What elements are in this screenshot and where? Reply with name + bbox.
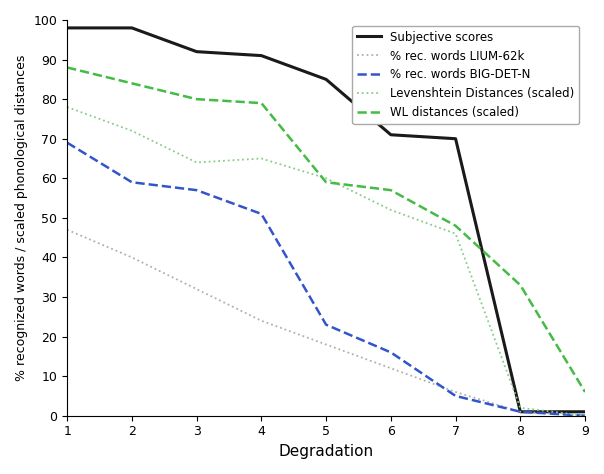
WL distances (scaled) — [128, 81, 135, 86]
WL distances (scaled) — [258, 100, 265, 106]
Subjective scores — [193, 49, 201, 55]
Levenshtein Distances (scaled) — [323, 175, 330, 181]
Line: WL distances (scaled): WL distances (scaled) — [67, 67, 585, 392]
Subjective scores — [516, 409, 524, 415]
Levenshtein Distances (scaled) — [452, 231, 459, 237]
WL distances (scaled) — [516, 283, 524, 288]
WL distances (scaled) — [193, 96, 201, 102]
Levenshtein Distances (scaled) — [63, 104, 71, 110]
X-axis label: Degradation: Degradation — [278, 444, 374, 459]
Subjective scores — [452, 136, 459, 142]
Subjective scores — [63, 25, 71, 31]
Legend: Subjective scores, % rec. words LIUM-62k, % rec. words BIG-DET-N, Levenshtein Di: Subjective scores, % rec. words LIUM-62k… — [352, 26, 579, 124]
% rec. words BIG-DET-N — [128, 179, 135, 185]
WL distances (scaled) — [582, 389, 589, 395]
Y-axis label: % recognized words / scaled phonological distances: % recognized words / scaled phonological… — [15, 55, 28, 381]
Line: Subjective scores: Subjective scores — [67, 28, 585, 412]
% rec. words BIG-DET-N — [323, 322, 330, 328]
Levenshtein Distances (scaled) — [258, 155, 265, 161]
% rec. words BIG-DET-N — [193, 187, 201, 193]
% rec. words LIUM-62k — [258, 318, 265, 324]
WL distances (scaled) — [63, 64, 71, 70]
Line: % rec. words BIG-DET-N: % rec. words BIG-DET-N — [67, 143, 585, 416]
% rec. words BIG-DET-N — [63, 140, 71, 146]
Levenshtein Distances (scaled) — [193, 160, 201, 165]
WL distances (scaled) — [452, 223, 459, 228]
Subjective scores — [582, 409, 589, 415]
Line: Levenshtein Distances (scaled): Levenshtein Distances (scaled) — [67, 107, 585, 416]
% rec. words LIUM-62k — [582, 413, 589, 419]
% rec. words BIG-DET-N — [582, 413, 589, 419]
Levenshtein Distances (scaled) — [582, 413, 589, 419]
Levenshtein Distances (scaled) — [128, 128, 135, 134]
% rec. words LIUM-62k — [323, 342, 330, 347]
Line: % rec. words LIUM-62k: % rec. words LIUM-62k — [67, 230, 585, 416]
% rec. words LIUM-62k — [387, 365, 394, 371]
% rec. words LIUM-62k — [516, 409, 524, 415]
% rec. words BIG-DET-N — [516, 409, 524, 415]
WL distances (scaled) — [323, 179, 330, 185]
Subjective scores — [323, 76, 330, 82]
% rec. words BIG-DET-N — [258, 211, 265, 217]
Subjective scores — [128, 25, 135, 31]
% rec. words BIG-DET-N — [387, 349, 394, 355]
Subjective scores — [387, 132, 394, 137]
Subjective scores — [258, 53, 265, 58]
Levenshtein Distances (scaled) — [516, 405, 524, 410]
% rec. words LIUM-62k — [193, 286, 201, 292]
% rec. words LIUM-62k — [452, 389, 459, 395]
% rec. words BIG-DET-N — [452, 393, 459, 399]
Levenshtein Distances (scaled) — [387, 207, 394, 213]
% rec. words LIUM-62k — [63, 227, 71, 233]
WL distances (scaled) — [387, 187, 394, 193]
% rec. words LIUM-62k — [128, 255, 135, 260]
